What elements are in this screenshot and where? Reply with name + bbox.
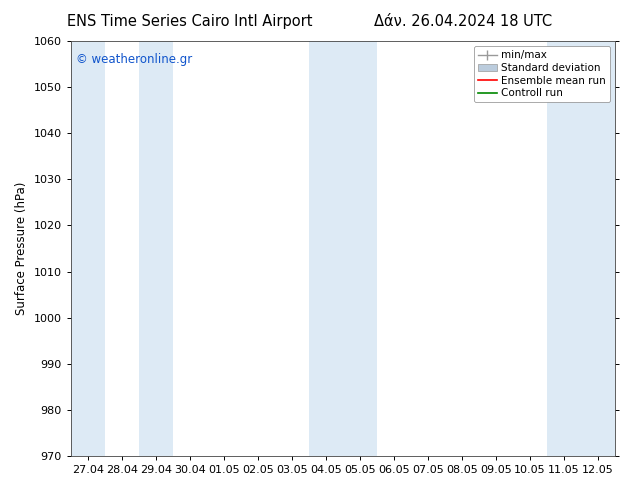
Bar bbox=[547, 41, 581, 456]
Bar bbox=[309, 41, 343, 456]
Text: © weatheronline.gr: © weatheronline.gr bbox=[76, 53, 192, 67]
Text: ENS Time Series Cairo Intl Airport: ENS Time Series Cairo Intl Airport bbox=[67, 14, 313, 29]
Y-axis label: Surface Pressure (hPa): Surface Pressure (hPa) bbox=[15, 182, 28, 315]
Bar bbox=[71, 41, 105, 456]
Text: Δάν. 26.04.2024 18 UTC: Δάν. 26.04.2024 18 UTC bbox=[374, 14, 552, 29]
Legend: min/max, Standard deviation, Ensemble mean run, Controll run: min/max, Standard deviation, Ensemble me… bbox=[474, 46, 610, 102]
Bar bbox=[343, 41, 377, 456]
Bar bbox=[139, 41, 172, 456]
Bar bbox=[581, 41, 615, 456]
